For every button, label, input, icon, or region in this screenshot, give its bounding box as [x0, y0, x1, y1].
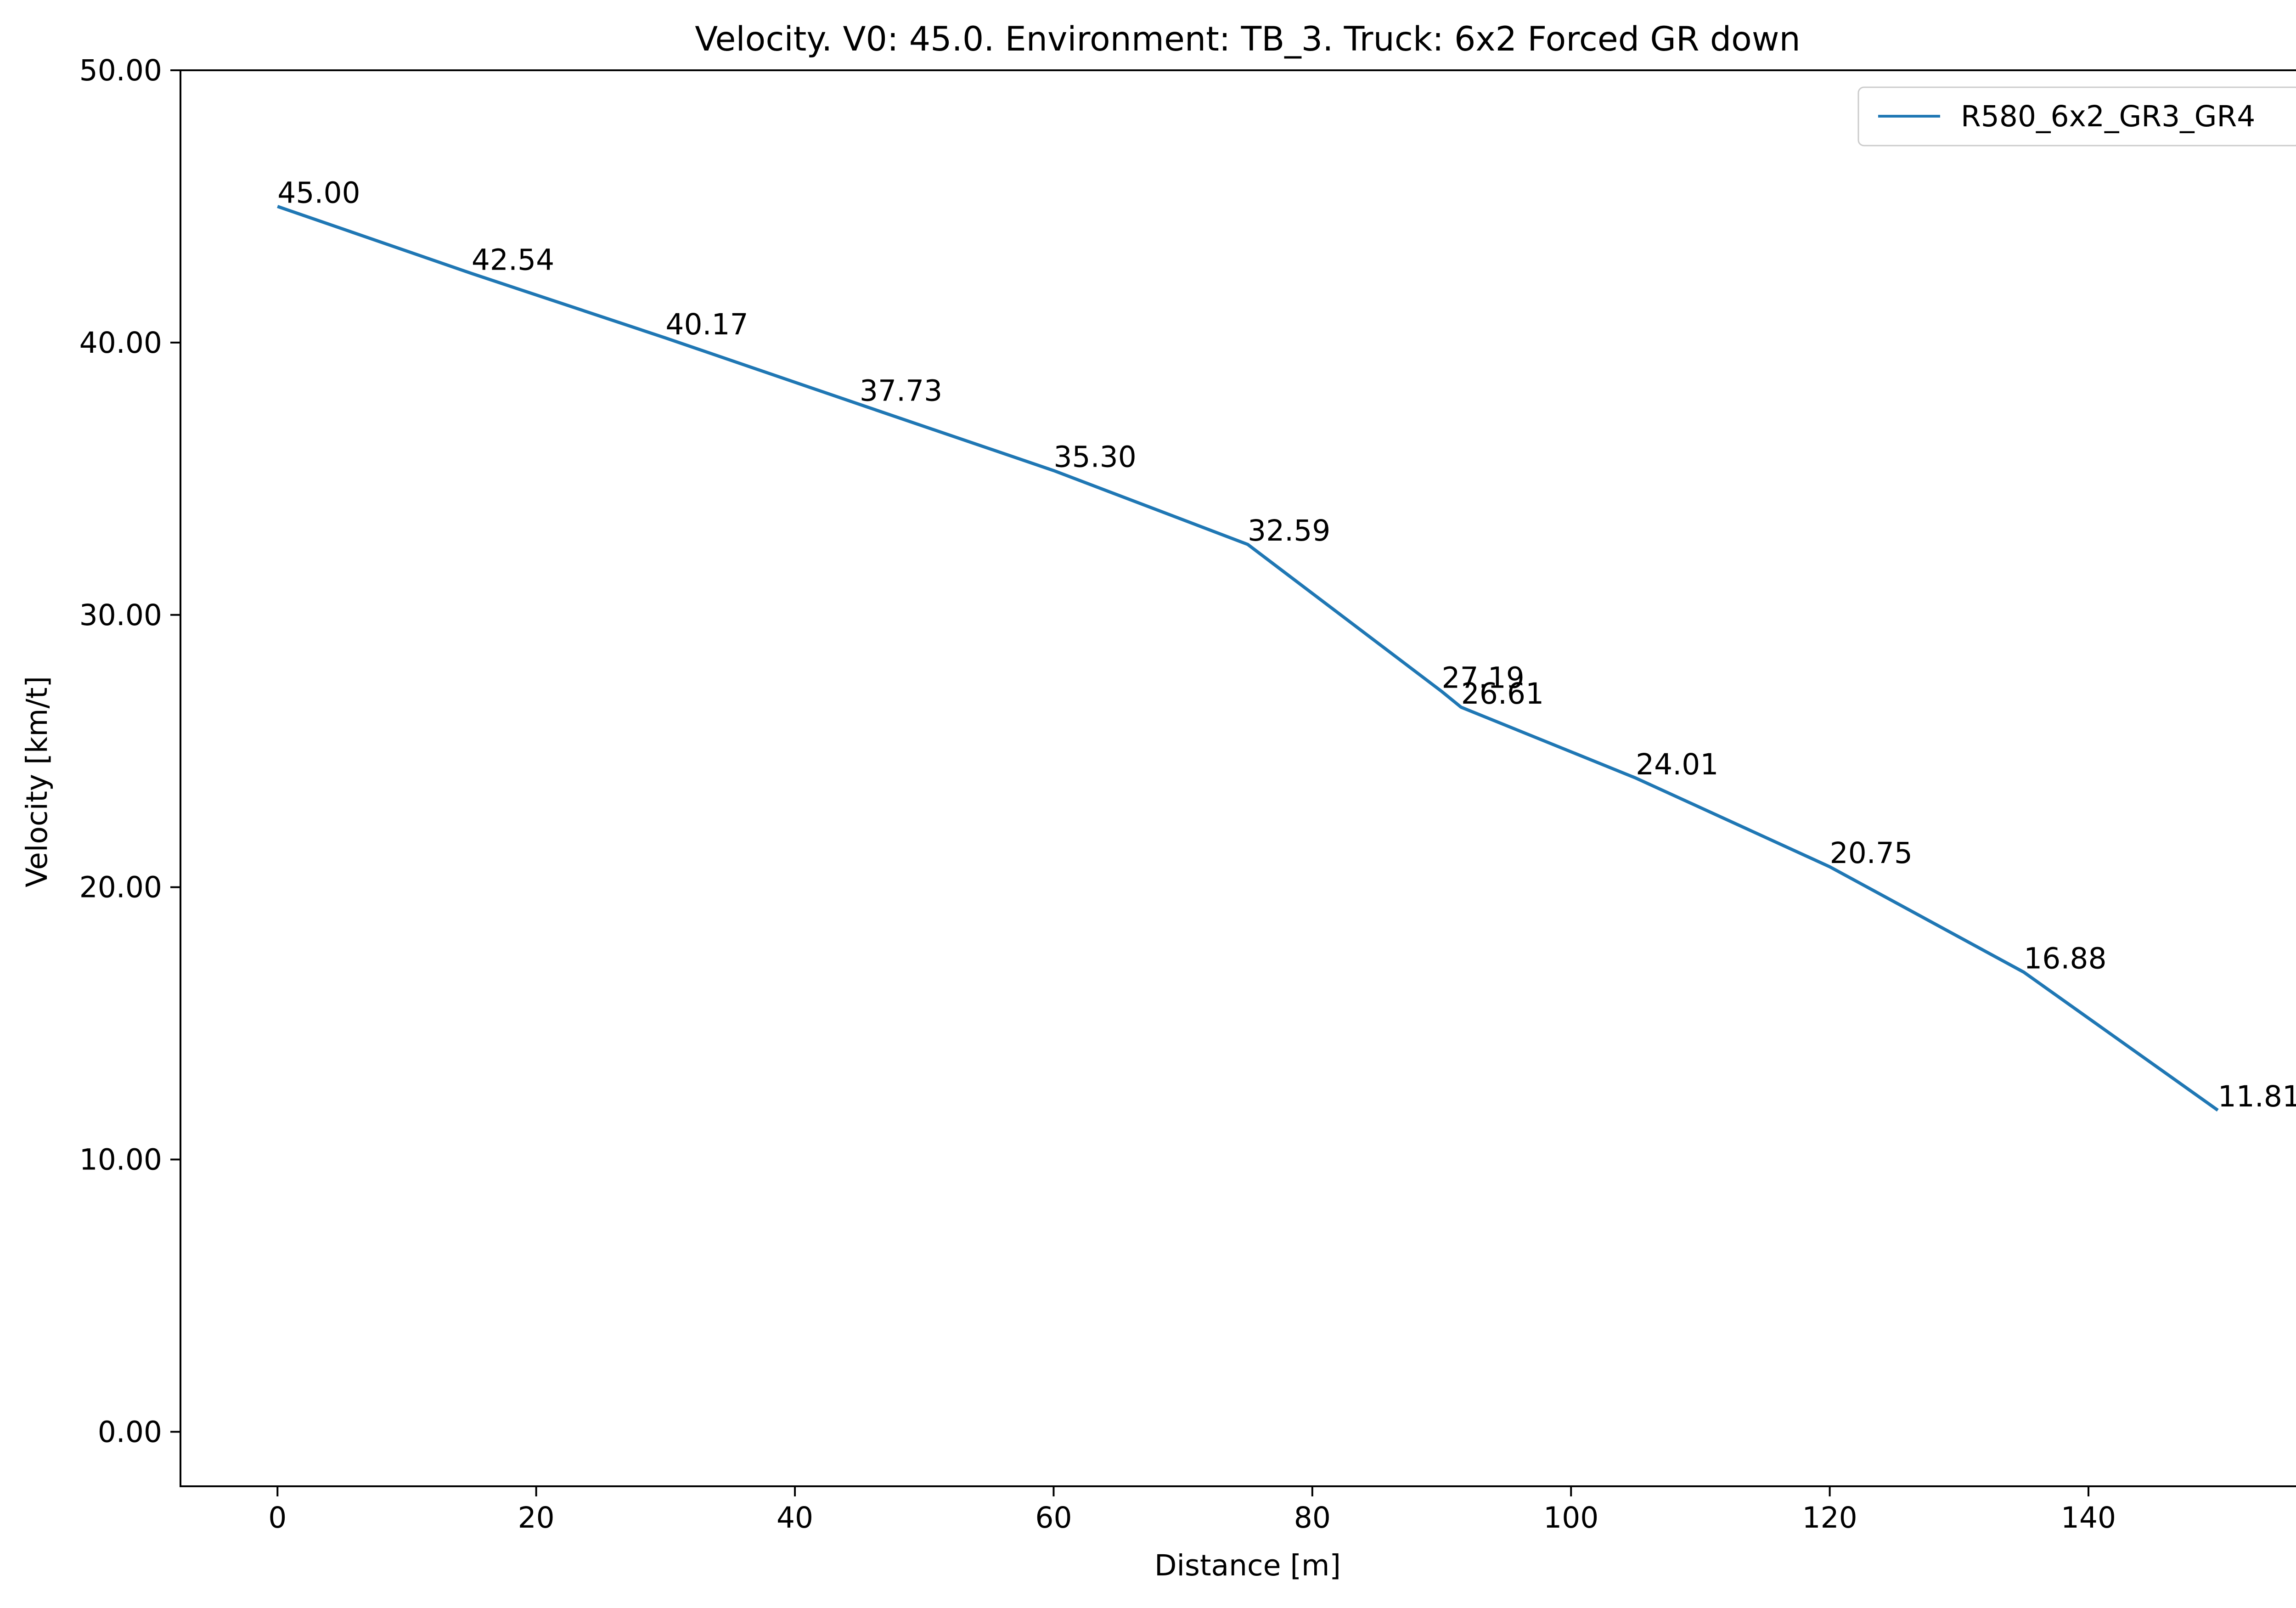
plot-area-frame — [180, 69, 2296, 1487]
data-label: 37.73 — [860, 374, 942, 407]
data-labels: 45.00 42.54 40.17 37.73 35.30 32.59 27.1926.61… — [277, 176, 2296, 1113]
data-label: 11.81 — [2218, 1080, 2296, 1113]
chart-title: Velocity. V0: 45.0. Environment: TB_3. T… — [695, 20, 1801, 59]
data-label: 32.59 — [1248, 514, 1330, 547]
x-tick-label: 20 — [518, 1501, 555, 1535]
x-axis-label: Distance [m] — [1154, 1549, 1341, 1582]
legend: R580_6x2_GR3_GR4 — [1857, 86, 2296, 147]
y-tick-label: 30.00 — [79, 598, 162, 632]
y-tick-label: 20.00 — [79, 871, 162, 904]
series-line-0 — [277, 205, 2219, 1112]
x-tick-label: 140 — [2061, 1501, 2116, 1535]
x-axis-ticks: 0 20 40 60 80 100 120 140 — [268, 1486, 2116, 1535]
legend-entry-label: R580_6x2_GR3_GR4 — [1961, 100, 2255, 133]
data-label: 27.19 — [1442, 661, 1525, 694]
data-label: 45.00 — [277, 176, 360, 209]
x-tick-label: 0 — [268, 1501, 287, 1535]
data-label: 24.01 — [1636, 748, 1718, 781]
y-tick-label: 40.00 — [79, 326, 162, 360]
y-axis-ticks: 0.00 10.00 20.00 30.00 40.00 50.00 — [79, 54, 180, 1449]
data-label: 40.17 — [665, 308, 748, 341]
x-tick-label: 120 — [1802, 1501, 1857, 1535]
x-tick-label: 100 — [1543, 1501, 1598, 1535]
data-label: 35.30 — [1053, 440, 1136, 474]
legend-box — [1857, 86, 2296, 147]
y-axis-label: Velocity [km/t] — [20, 676, 54, 887]
x-tick-label: 60 — [1035, 1501, 1072, 1535]
data-label: 16.88 — [2024, 942, 2106, 976]
y-tick-label: 50.00 — [79, 54, 162, 87]
x-tick-label: 80 — [1294, 1501, 1331, 1535]
x-tick-label: 40 — [777, 1501, 813, 1535]
plot-series — [277, 205, 2219, 1112]
data-label: 26.61 — [1461, 677, 1544, 711]
y-tick-label: 10.00 — [79, 1143, 162, 1177]
data-label: 20.75 — [1830, 836, 1913, 870]
data-label: 42.54 — [472, 243, 554, 276]
y-tick-label: 0.00 — [98, 1415, 162, 1449]
